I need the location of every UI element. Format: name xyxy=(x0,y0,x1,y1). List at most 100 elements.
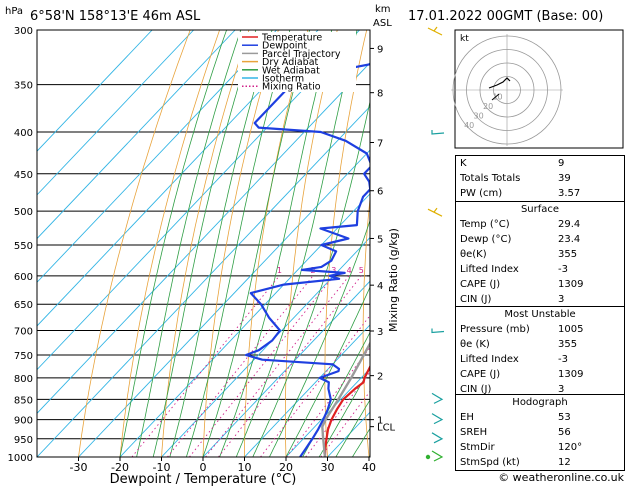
valid-time: 17.01.2022 00GMT (Base: 00) xyxy=(408,9,603,24)
pressure-tick-label: 1000 xyxy=(8,453,33,464)
isotherm-line xyxy=(37,30,153,152)
asl-unit-label: ASL xyxy=(373,18,392,29)
mixing-ratio-axis-title: Mixing Ratio (g/kg) xyxy=(387,228,400,332)
hodograph-frame xyxy=(454,29,624,149)
wet-adiabat-line xyxy=(136,30,242,457)
surface-panel: Surface Temp (°C) 29.4 Dewp (°C) 23.4 θe(K… xyxy=(455,201,625,308)
dry-adiabat-line xyxy=(202,30,279,457)
axes: 3003504004505005506006507007508008509009… xyxy=(8,26,396,474)
altitude-tick-label: 2 xyxy=(377,372,383,383)
mixing-ratio-label: 5 xyxy=(359,266,364,275)
dry-adiabat-line xyxy=(161,30,250,457)
dry-adiabat-line xyxy=(244,30,309,457)
wet-adiabat-line xyxy=(202,30,310,457)
legend-label: Wet Adiabat xyxy=(262,65,320,76)
mixing-ratio-line xyxy=(286,347,370,457)
wet-adiabat-line xyxy=(235,30,358,457)
dewpoint-line xyxy=(244,63,370,457)
dry-adiabat-line xyxy=(284,30,338,457)
mu-theta-e: θe (K) 355 xyxy=(460,339,578,350)
altitude-tick-label: 4 xyxy=(377,281,383,292)
pressure-tick-label: 850 xyxy=(14,395,33,406)
x-tick-label: -30 xyxy=(70,461,88,474)
surface-theta-e: θe(K) 355 xyxy=(460,249,578,260)
pressure-tick-label: 950 xyxy=(14,435,33,446)
dry-adiabat-line xyxy=(436,30,455,457)
mu-cape: CAPE (J) 1309 xyxy=(460,369,584,380)
mixing-ratio-label: 3 xyxy=(331,266,336,275)
legend-label: Temperature xyxy=(261,33,322,44)
wind-barb xyxy=(431,432,444,444)
wet-adiabat-line xyxy=(119,30,227,457)
isotherm-line xyxy=(37,30,236,240)
wet-adiabat-line xyxy=(318,367,370,457)
x-tick-label: 30 xyxy=(321,461,335,474)
isotherm-line xyxy=(37,30,194,196)
parcel-trajectory-line xyxy=(321,341,370,457)
isotherm-line xyxy=(78,149,370,457)
isotherm-line xyxy=(37,30,277,283)
wind-barb xyxy=(431,130,445,135)
x-tick-label: 40 xyxy=(362,461,376,474)
legend-label: Parcel Trajectory xyxy=(262,49,341,60)
altitude-tick-label: 8 xyxy=(377,89,383,100)
pressure-tick-label: 900 xyxy=(14,416,33,427)
x-tick-label: -10 xyxy=(153,461,171,474)
x-tick-label: 20 xyxy=(279,461,293,474)
mixing-ratio-label: 1 xyxy=(277,266,282,275)
hodograph-ring-label: 10 xyxy=(492,92,502,101)
dry-adiabat-line xyxy=(78,30,191,457)
mixing-ratio-line xyxy=(167,275,314,457)
km-unit-label: km xyxy=(375,4,391,15)
x-axis-title: Dewpoint / Temperature (°C) xyxy=(110,472,297,486)
wind-barb xyxy=(427,26,443,36)
isotherm-line xyxy=(161,236,370,457)
hodo-stmdir: StmDir 120° xyxy=(460,442,583,453)
copyright: © weatheronline.co.uk xyxy=(498,471,624,484)
pressure-tick-label: 750 xyxy=(14,351,33,362)
wet-adiabat-line xyxy=(219,30,333,457)
isotherm-line xyxy=(244,324,370,457)
altitude-tick-label: 3 xyxy=(377,327,383,338)
x-tick-label: 0 xyxy=(200,461,207,474)
wind-barbs xyxy=(425,26,445,462)
legend-label: Dewpoint xyxy=(262,41,307,52)
temperature-line xyxy=(323,364,370,457)
x-tick-label: -20 xyxy=(111,461,129,474)
pressure-unit-label: hPa xyxy=(5,6,23,17)
mu-lifted-index: Lifted Index -3 xyxy=(460,354,568,365)
hodograph-stats-title: Hodograph xyxy=(512,397,568,408)
wind-barb xyxy=(431,413,444,425)
most-unstable-panel: Most Unstable Pressure (mb) 1005 θe (K) 35… xyxy=(455,306,625,398)
wind-barb-dot xyxy=(425,454,431,460)
pressure-tick-label: 650 xyxy=(14,300,33,311)
hodo-eh: EH 53 xyxy=(460,412,571,423)
plot-data-lines: 1234510152025 xyxy=(244,63,370,457)
x-tick-label: 10 xyxy=(238,461,252,474)
wet-adiabat-line xyxy=(252,99,370,457)
wind-barb xyxy=(427,207,443,217)
isotherm-line xyxy=(285,367,370,457)
pressure-tick-label: 500 xyxy=(14,207,33,218)
surface-cin: CIN (J) 3 xyxy=(460,294,565,305)
hodograph-ring-label: 20 xyxy=(483,102,493,111)
index-row-pw: PW (cm) 3.57 xyxy=(460,188,581,199)
mixing-ratio-line xyxy=(131,275,280,457)
dry-adiabat-line xyxy=(362,194,370,457)
wind-barb xyxy=(431,392,444,404)
most-unstable-title: Most Unstable xyxy=(504,309,576,320)
altitude-tick-label: 6 xyxy=(377,187,383,198)
legend-label: Dry Adiabat xyxy=(262,57,319,68)
plot-frame xyxy=(36,29,371,458)
mu-cin: CIN (J) 3 xyxy=(460,384,565,395)
wet-adiabat-line xyxy=(186,30,291,457)
altitude-tick-label: 5 xyxy=(377,234,383,245)
pressure-tick-label: 400 xyxy=(14,128,33,139)
hodograph-stats-panel: Hodograph EH 53 SREH 56 StmDir 120° StmSpd … xyxy=(455,394,625,471)
hodograph-unit: kt xyxy=(460,34,469,44)
